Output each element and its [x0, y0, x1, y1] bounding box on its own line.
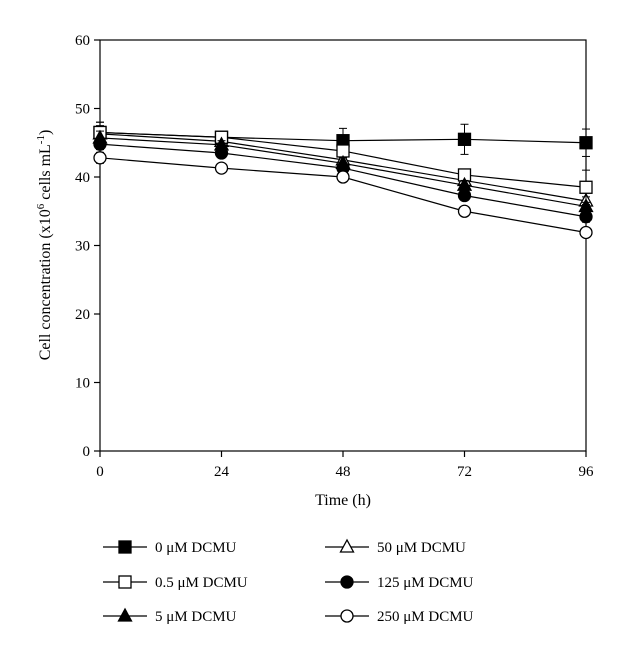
y-tick-label: 30: [75, 239, 90, 255]
series-5: [93, 151, 593, 240]
legend-label: 0 μM DCMU: [155, 540, 237, 556]
legend-item: 125 μM DCMU: [325, 575, 474, 591]
data-point: [457, 188, 472, 203]
y-tick-label: 0: [83, 444, 91, 460]
x-tick-label: 96: [579, 464, 595, 480]
legend-label: 250 μM DCMU: [377, 609, 474, 625]
data-point: [340, 575, 354, 589]
legend-label: 50 μM DCMU: [377, 540, 466, 556]
legend-label: 0.5 μM DCMU: [155, 575, 248, 591]
legend-item: 0.5 μM DCMU: [103, 575, 248, 591]
x-tick-label: 24: [214, 464, 230, 480]
plot-frame: [99, 39, 587, 452]
x-axis-title: Time (h): [315, 492, 371, 509]
data-point: [456, 176, 473, 191]
legend-item: 50 μM DCMU: [325, 538, 466, 556]
y-axis-ticks: 0 10 20 30 40 50 60: [75, 33, 100, 460]
data-point: [457, 132, 472, 146]
series-2: [93, 121, 593, 205]
y-tick-label: 20: [75, 307, 90, 323]
data-point: [579, 136, 593, 150]
data-point: [335, 154, 351, 169]
data-point: [579, 180, 593, 194]
data-point: [213, 136, 230, 151]
data-point: [93, 151, 107, 165]
y-tick-label: 40: [75, 170, 90, 186]
legend-label: 125 μM DCMU: [377, 575, 474, 591]
legend-item: 5 μM DCMU: [103, 607, 237, 625]
data-point: [336, 170, 350, 184]
data-point: [340, 609, 354, 623]
data-point: [117, 607, 133, 622]
data-point: [92, 129, 108, 144]
data-point: [457, 204, 472, 218]
y-tick-label: 10: [75, 376, 90, 392]
legend-item: 250 μM DCMU: [325, 609, 474, 625]
data-point: [579, 225, 593, 240]
x-tick-label: 0: [96, 464, 104, 480]
series-4: [92, 129, 594, 213]
data-point: [578, 198, 594, 213]
legend-item: 0 μM DCMU: [103, 540, 237, 556]
series-layer: [92, 121, 594, 240]
data-point: [339, 538, 355, 553]
data-point: [118, 575, 132, 589]
data-point: [579, 210, 593, 224]
x-tick-label: 48: [336, 464, 351, 480]
legend-label: 5 μM DCMU: [155, 609, 237, 625]
y-tick-label: 50: [75, 102, 90, 118]
data-point: [214, 161, 229, 175]
legend: 0 μM DCMU 50 μM DCMU 0.5 μM DCMU 125 μM DCM…: [103, 538, 474, 625]
x-axis-ticks: 0 24 48 72 96: [96, 451, 594, 480]
plot-area: [99, 39, 587, 452]
y-axis-title: Cell concentration (x106 cells mL-1): [35, 130, 54, 361]
data-point: [118, 540, 132, 554]
y-tick-label: 60: [75, 33, 90, 49]
x-tick-label: 72: [457, 464, 472, 480]
